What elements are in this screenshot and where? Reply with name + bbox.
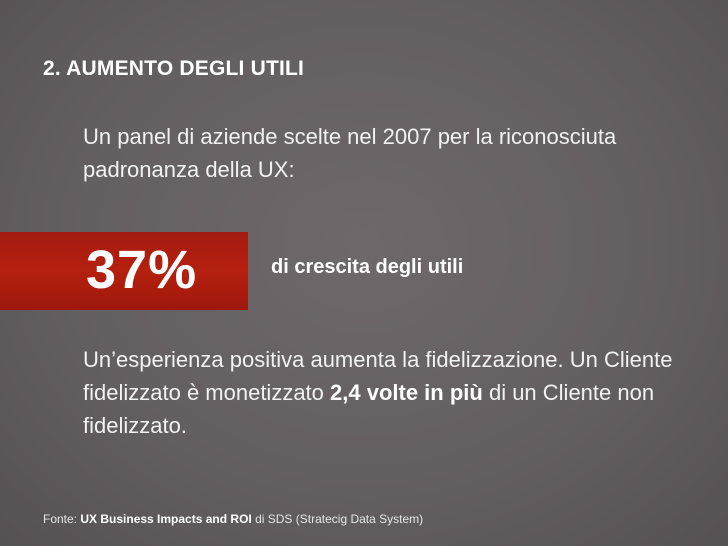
body-sentence-2-end: di un Cliente non fidelizzato. — [83, 380, 655, 438]
stat-highlight-band — [0, 232, 248, 310]
source-suffix: di SDS (Stratecig Data System) — [251, 512, 424, 526]
body-text: Un’esperienza positiva aumenta la fideli… — [83, 343, 693, 442]
source-work-title: UX Business Impacts and ROI — [80, 512, 252, 526]
body-sentence-2-start: Un Cliente fidelizzato è monetizzato — [83, 347, 673, 405]
source-citation: Fonte: UX Business Impacts and ROI di SD… — [43, 512, 423, 526]
slide-title: 2. AUMENTO DEGLI UTILI — [43, 57, 305, 80]
body-sentence-1: Un’esperienza positiva aumenta la fideli… — [83, 347, 564, 372]
intro-text: Un panel di aziende scelte nel 2007 per … — [83, 124, 617, 182]
stat-value: 37% — [86, 240, 198, 300]
body-emphasis: 2,4 volte in più — [330, 380, 483, 405]
stat-label: di crescita degli utili — [271, 256, 464, 278]
source-prefix: Fonte: — [43, 512, 81, 526]
